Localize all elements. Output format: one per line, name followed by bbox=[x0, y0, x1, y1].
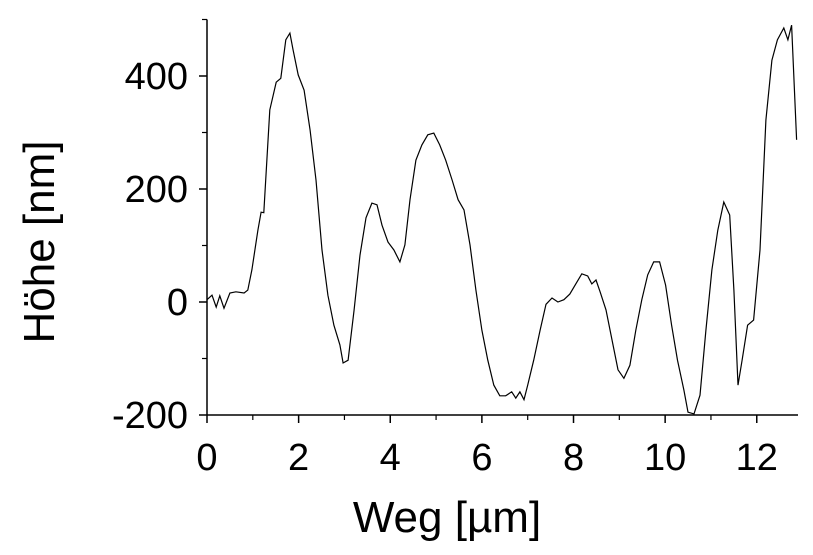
y-tick-label: -200 bbox=[112, 395, 188, 437]
y-axis-label: Höhe [nm] bbox=[15, 141, 64, 344]
y-tick-label: 400 bbox=[125, 56, 188, 98]
x-tick-label: 6 bbox=[471, 437, 492, 479]
x-tick-label: 0 bbox=[196, 437, 217, 479]
x-tick-label: 12 bbox=[736, 437, 778, 479]
x-axis-label: Weg [µm] bbox=[353, 493, 541, 542]
x-tick-label: 8 bbox=[563, 437, 584, 479]
x-tick-label: 4 bbox=[380, 437, 401, 479]
y-tick-label: 200 bbox=[125, 169, 188, 211]
x-tick-label: 10 bbox=[644, 437, 686, 479]
line bbox=[206, 24, 798, 415]
y-tick-label: 0 bbox=[167, 282, 188, 324]
x-tick-label: 2 bbox=[288, 437, 309, 479]
